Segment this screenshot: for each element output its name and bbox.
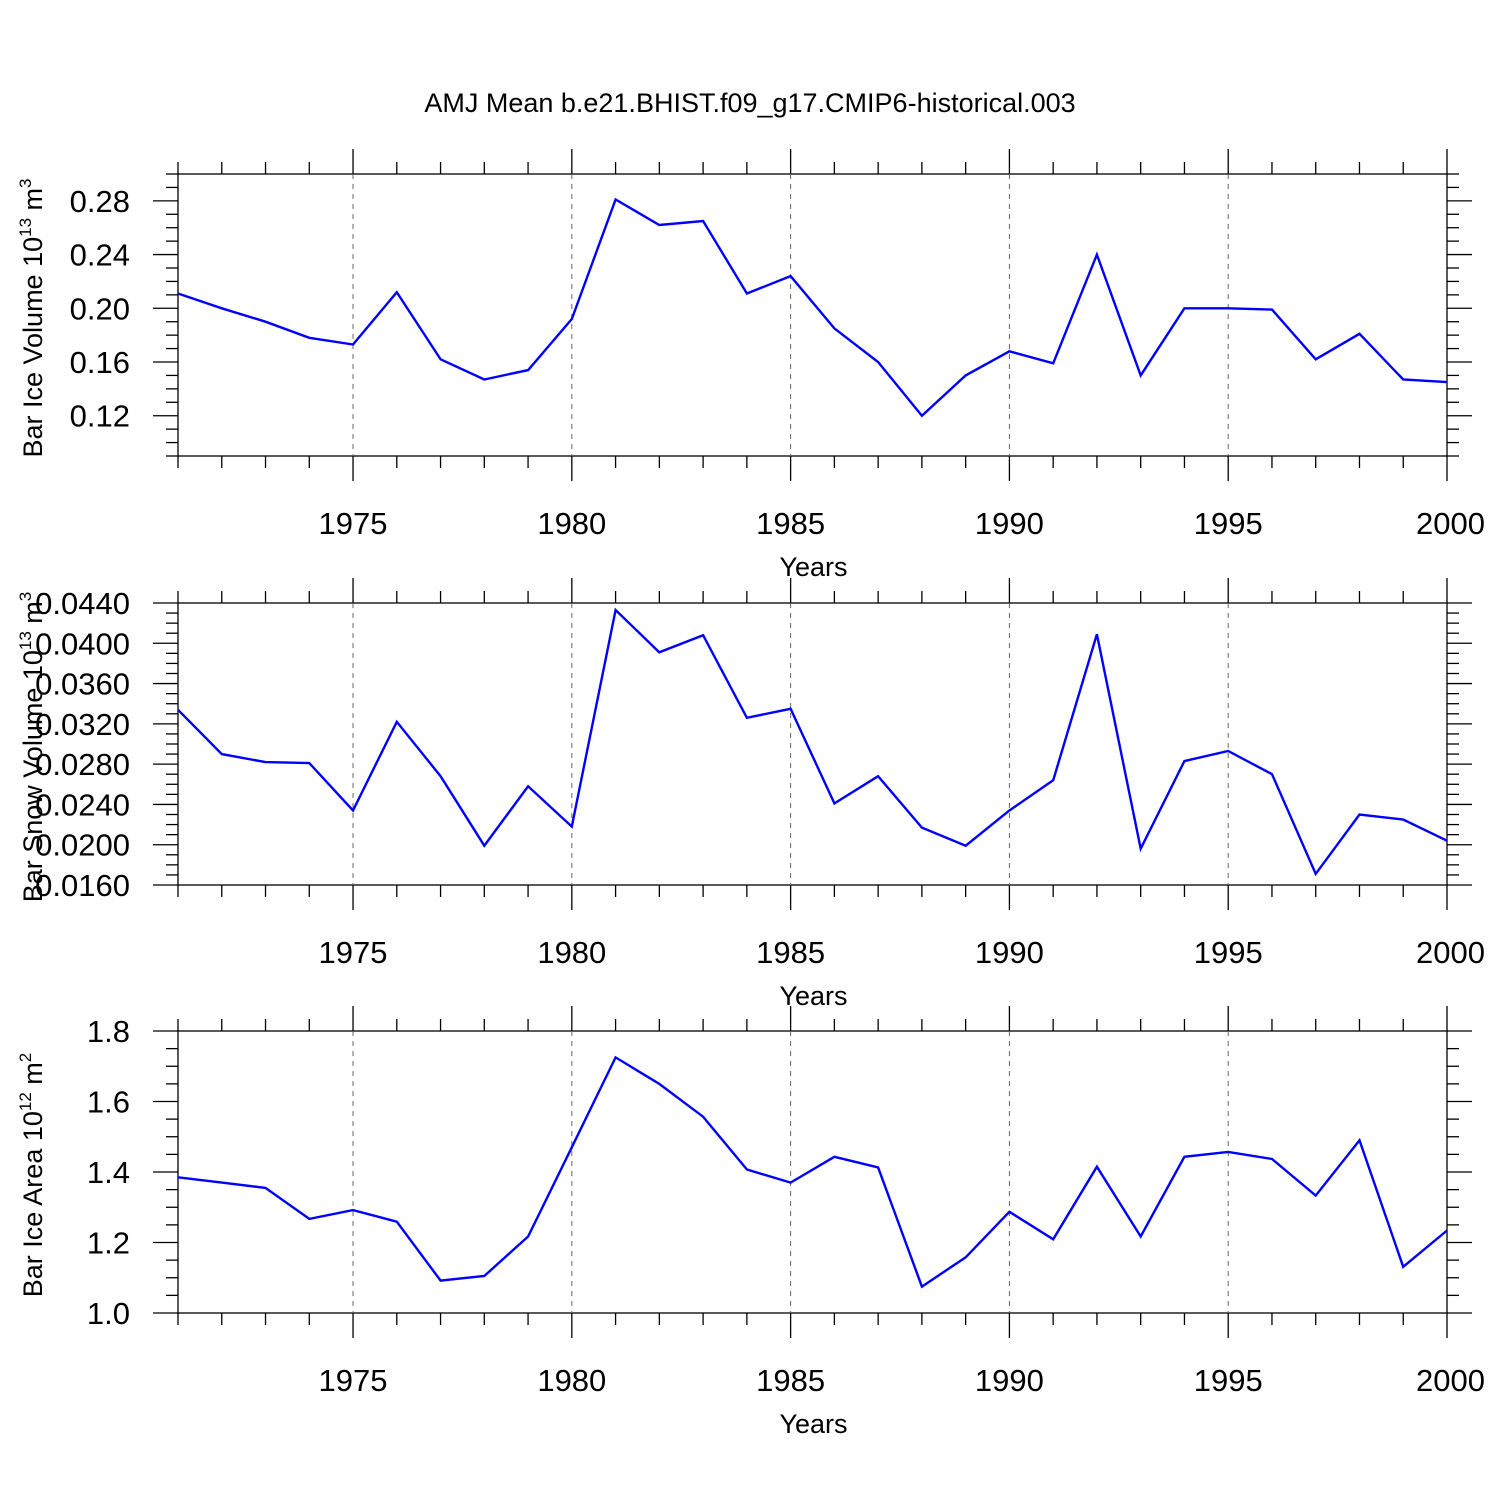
x-tick-label: 1980 [537, 1363, 606, 1398]
series-line [177, 1055, 1448, 1289]
x-tick-label: 1995 [1194, 935, 1263, 970]
y-axis-label: Bar Ice Volume 1013 m3 [16, 178, 48, 457]
chart-panel-3: 1.0 1.2 1.4 1.6 1.8 1975 1980 1985 1990 1995 2000 Y… [16, 1006, 1485, 1439]
y-axis-label: Bar Snow Volume 1013 m3 [16, 592, 48, 903]
y-tick-label: 0.24 [70, 238, 130, 273]
x-tick-label: 1990 [975, 1363, 1044, 1398]
chart-panel-1: 0.12 0.16 0.20 0.24 0.28 1975 1980 1985 1990 1995… [16, 149, 1485, 582]
y-tick-label: 0.0400 [35, 626, 130, 661]
y-axis-label: Bar Ice Area 1012 m2 [16, 1053, 48, 1298]
y-tick-label: 0.16 [70, 345, 130, 380]
x-tick-label: 1975 [319, 935, 388, 970]
y-tick-label: 0.0240 [35, 787, 130, 822]
x-tick-label: 2000 [1416, 506, 1485, 541]
main-title: AMJ Mean b.e21.BHIST.f09_g17.CMIP6-histo… [424, 88, 1075, 118]
x-tick-label: 1990 [975, 935, 1044, 970]
y-tick-label: 0.0440 [35, 586, 130, 621]
x-axis-label: Years [779, 981, 847, 1011]
x-tick-label: 2000 [1416, 935, 1485, 970]
x-tick-label: 1975 [319, 1363, 388, 1398]
x-tick-label: 1975 [319, 506, 388, 541]
y-tick-label: 0.12 [70, 399, 130, 434]
x-tick-label: 1995 [1194, 506, 1263, 541]
x-tick-label: 1980 [537, 506, 606, 541]
series-line [177, 607, 1448, 877]
x-tick-label: 1995 [1194, 1363, 1263, 1398]
chart-panel-2: 0.0160 0.0200 0.0240 0.0280 0.0320 0.0360 0.04… [16, 578, 1485, 1011]
panels: 0.12 0.16 0.20 0.24 0.28 1975 1980 1985 1990 1995… [16, 149, 1485, 1439]
y-tick-label: 0.0280 [35, 747, 130, 782]
x-axis-label: Years [779, 552, 847, 582]
plot-frame [177, 173, 1448, 457]
x-tick-label: 1985 [756, 1363, 825, 1398]
y-tick-label: 1.6 [87, 1085, 130, 1120]
y-tick-label: 1.2 [87, 1226, 130, 1261]
y-tick-label: 0.0200 [35, 828, 130, 863]
x-tick-label: 2000 [1416, 1363, 1485, 1398]
y-tick-label: 0.0160 [35, 868, 130, 903]
y-tick-label: 1.8 [87, 1014, 130, 1049]
x-tick-label: 1985 [756, 506, 825, 541]
y-tick-label: 0.0320 [35, 707, 130, 742]
y-tick-label: 0.28 [70, 184, 130, 219]
y-tick-label: 1.0 [87, 1296, 130, 1331]
x-tick-label: 1990 [975, 506, 1044, 541]
y-tick-label: 0.0360 [35, 667, 130, 702]
x-tick-label: 1985 [756, 935, 825, 970]
y-tick-label: 1.4 [87, 1155, 130, 1190]
y-tick-label: 0.20 [70, 291, 130, 326]
series-line [177, 197, 1448, 418]
x-axis-label: Years [779, 1409, 847, 1439]
x-tick-label: 1980 [537, 935, 606, 970]
